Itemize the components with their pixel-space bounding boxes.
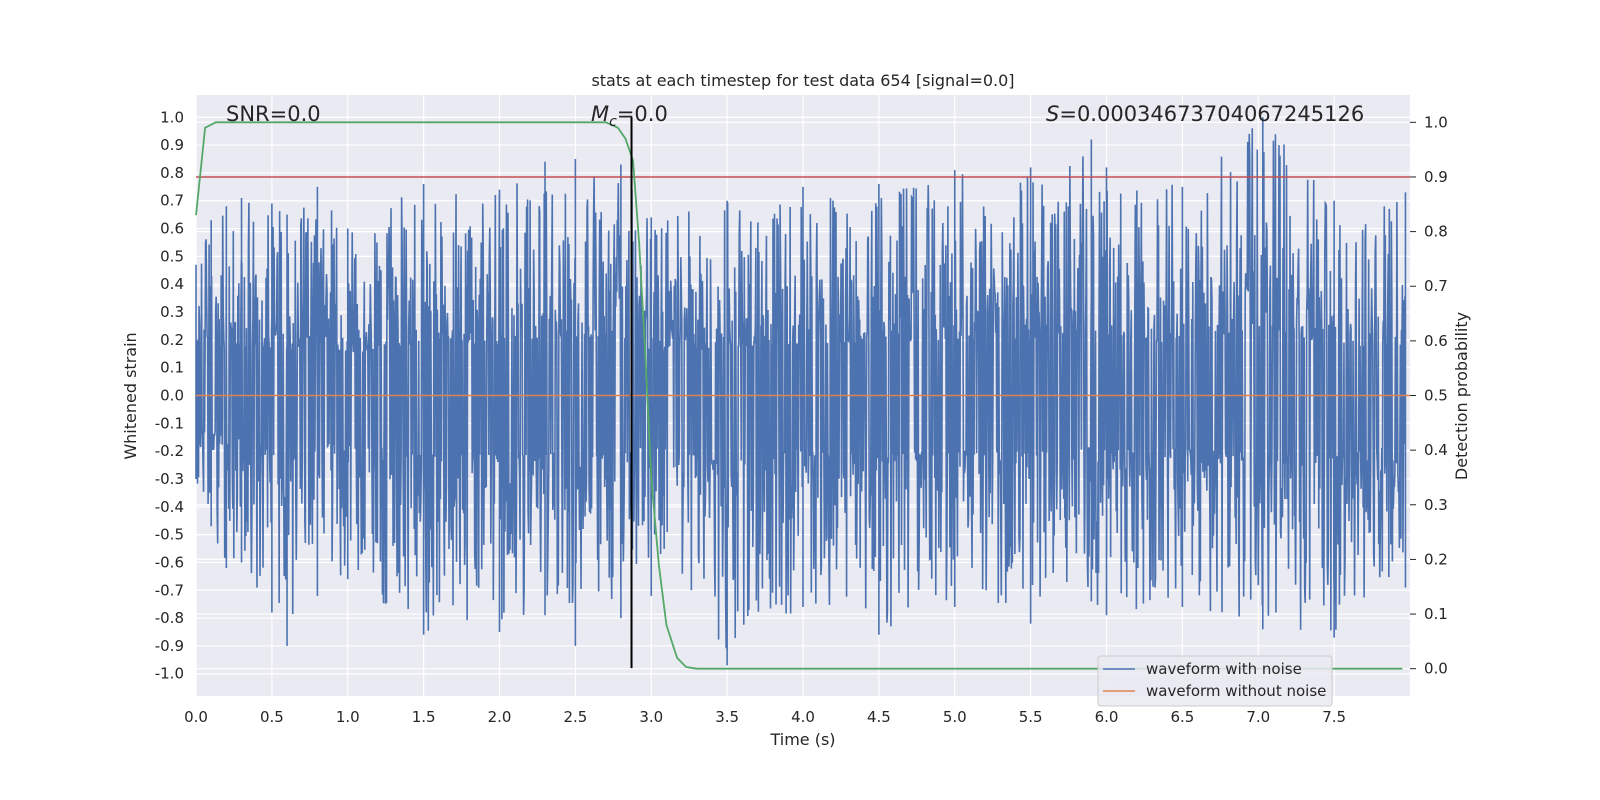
y-tick-label: -0.9 [155, 637, 184, 655]
x-tick-label: 0.5 [260, 708, 284, 726]
s-annotation: S=0.00034673704067245126 [1046, 102, 1364, 126]
chart-title: stats at each timestep for test data 654… [591, 71, 1014, 90]
legend-label-clean: waveform without noise [1146, 682, 1326, 700]
y-tick-label: 0.9 [160, 136, 184, 154]
x-tick-label: 1.0 [336, 708, 360, 726]
x-axis-ticks: 0.0 0.5 1.0 1.5 2.0 2.5 3.0 3.5 4.0 4.5 5.0 5.5 6.0 6… [184, 708, 1346, 726]
legend-box [1097, 655, 1333, 707]
mc-annotation: Mc=0.0 [591, 102, 668, 130]
y2-tick-label: 0.1 [1424, 605, 1448, 623]
y-tick-label: -0.2 [155, 442, 184, 460]
y-tick-label: 0.1 [160, 359, 184, 377]
y-tick-label: 1.0 [160, 108, 184, 126]
legend-label-noise: waveform with noise [1146, 660, 1302, 678]
s-symbol: S [1046, 102, 1059, 126]
s-value: =0.00034673704067245126 [1059, 102, 1364, 126]
legend: waveform with noise waveform without noi… [1097, 655, 1333, 707]
x-tick-label: 4.5 [867, 708, 891, 726]
x-tick-label: 3.5 [715, 708, 739, 726]
y-tick-label: -0.5 [155, 526, 184, 544]
y-tick-label: -0.8 [155, 609, 184, 627]
y2-tick-label: 1.0 [1424, 113, 1448, 131]
y2-tick-label: 0.2 [1424, 550, 1448, 568]
y-tick-label: 0.2 [160, 331, 184, 349]
y-tick-label: -0.7 [155, 581, 184, 599]
x-tick-label: 6.5 [1170, 708, 1194, 726]
y2-tick-label: 0.8 [1424, 223, 1448, 241]
y-axis-label: Whitened strain [121, 332, 140, 459]
x-tick-label: 3.0 [639, 708, 663, 726]
y-tick-label: 0.8 [160, 164, 184, 182]
mc-subscript: c [609, 114, 617, 130]
y2-tick-label: 0.6 [1424, 332, 1448, 350]
mc-symbol: M [591, 102, 609, 126]
mc-value: =0.0 [617, 102, 668, 126]
y-tick-label: 0.5 [160, 247, 184, 265]
x-tick-label: 5.5 [1019, 708, 1043, 726]
y-tick-label: 0.6 [160, 220, 184, 238]
x-tick-label: 2.5 [563, 708, 587, 726]
y-axis-ticks: -1.0 -0.9 -0.8 -0.7 -0.6 -0.5 -0.4 -0.3 -0.2 -0.1… [155, 108, 184, 682]
y2-tick-label: 0.5 [1424, 387, 1448, 405]
y2-tick-label: 0.7 [1424, 277, 1448, 295]
y-tick-label: 0.3 [160, 303, 184, 321]
y-tick-label: 0.4 [160, 275, 184, 293]
x-tick-label: 5.0 [943, 708, 967, 726]
y-tick-label: 0.7 [160, 192, 184, 210]
y-tick-label: 0.0 [160, 387, 184, 405]
series-lines [195, 117, 1410, 670]
x-tick-label: 6.0 [1095, 708, 1119, 726]
y-tick-label: -0.6 [155, 553, 184, 571]
y2-tick-label: 0.3 [1424, 496, 1448, 514]
x-tick-label: 7.0 [1246, 708, 1270, 726]
y2-tick-label: 0.0 [1424, 660, 1448, 678]
x-tick-label: 4.0 [791, 708, 815, 726]
x-tick-label: 2.0 [488, 708, 512, 726]
snr-annotation: SNR=0.0 [226, 102, 321, 126]
y2-axis-label: Detection probability [1452, 312, 1471, 480]
y-tick-label: -0.1 [155, 414, 184, 432]
y2-axis-ticks: 0.0 0.1 0.2 0.3 0.4 0.5 0.6 0.7 0.8 0.9 1.0 [1410, 113, 1448, 678]
x-tick-label: 7.5 [1322, 708, 1346, 726]
x-axis-label: Time (s) [769, 730, 835, 749]
detection-probability-line [195, 121, 1403, 670]
x-tick-label: 0.0 [184, 708, 208, 726]
y2-tick-label: 0.4 [1424, 441, 1448, 459]
y-tick-label: -0.3 [155, 470, 184, 488]
series-waveform-with-noise [195, 117, 1407, 666]
waveform-with-noise-line [195, 117, 1407, 666]
y-tick-label: -1.0 [155, 665, 184, 683]
y-tick-label: -0.4 [155, 498, 184, 516]
y2-tick-label: 0.9 [1424, 168, 1448, 186]
x-tick-label: 1.5 [412, 708, 436, 726]
